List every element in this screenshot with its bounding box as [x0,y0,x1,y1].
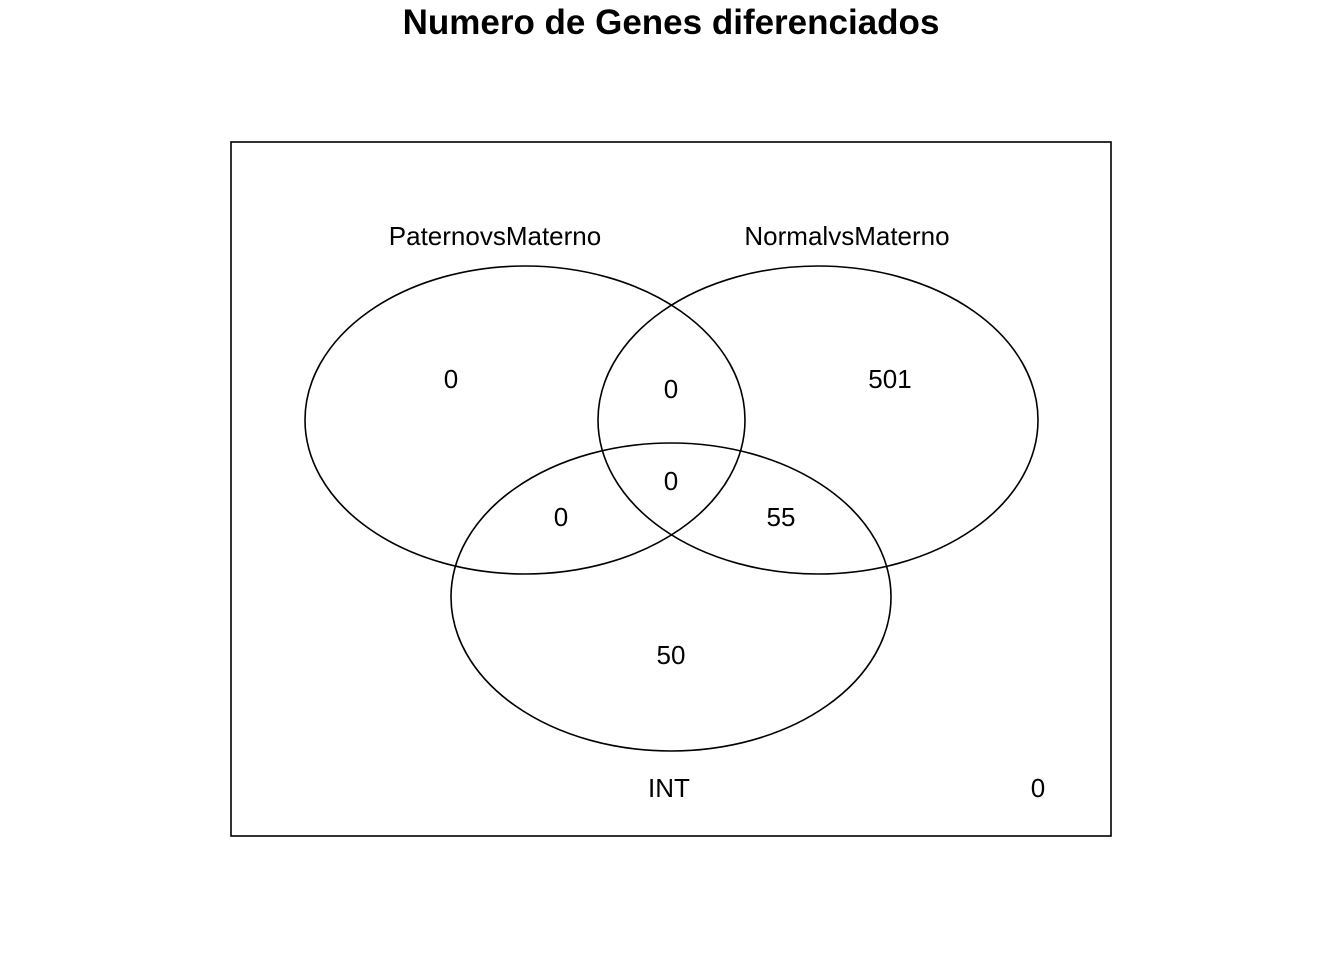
count-only-normalvsmaterno: 501 [868,364,911,394]
count-paterno-int-overlap: 0 [554,502,568,532]
count-paterno-normal-overlap: 0 [664,374,678,404]
count-only-paternovsmaterno: 0 [444,364,458,394]
diagram-title: Numero de Genes diferenciados [403,3,940,42]
count-outside-sets: 0 [1031,773,1045,803]
set-ellipse-paternovsmaterno [304,265,746,575]
count-normal-int-overlap: 55 [767,502,796,532]
count-all-three-overlap: 0 [664,466,678,496]
set-label-paternovsmaterno: PaternovsMaterno [389,221,601,251]
set-label-normalvsmaterno: NormalvsMaterno [744,221,949,251]
set-ellipse-normalvsmaterno [597,265,1039,575]
set-label-int: INT [648,773,690,803]
set-ellipse-int [450,442,892,752]
count-only-int: 50 [657,640,686,670]
universe-frame [230,141,1112,837]
